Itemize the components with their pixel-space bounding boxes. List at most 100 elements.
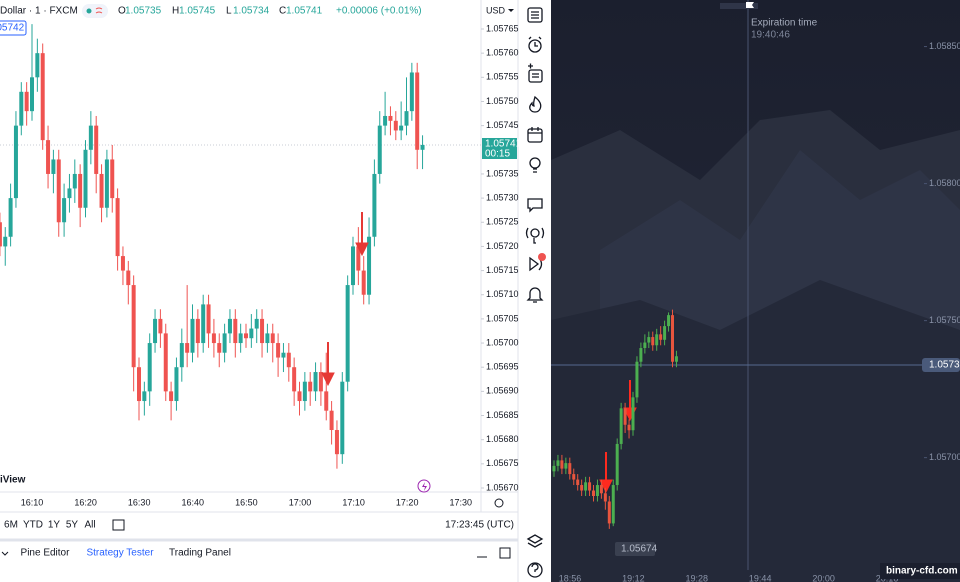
alarm-icon[interactable] <box>528 36 542 53</box>
candle-body <box>351 246 355 286</box>
candle-body <box>260 318 265 344</box>
currency: USD <box>486 5 506 15</box>
y-tick-label: 1.05750 <box>929 315 960 325</box>
x-tick-label: 17:20 <box>396 497 419 507</box>
candle-body <box>659 334 663 340</box>
collapse-icon[interactable] <box>1 551 9 556</box>
candle-body <box>99 173 104 208</box>
candle-body <box>324 391 329 411</box>
add-list-icon[interactable] <box>528 63 543 83</box>
candle-body <box>556 460 560 466</box>
broadcast-icon[interactable] <box>525 227 545 244</box>
y-tick-label: 1.05700 <box>486 337 519 347</box>
candle-body <box>635 361 639 398</box>
ohlc-label: H <box>172 6 179 17</box>
candle-body <box>270 333 275 344</box>
y-tick-label: 1.05705 <box>486 313 519 323</box>
range-button[interactable]: All <box>84 520 95 531</box>
x-tick-label: 19:28 <box>686 573 709 582</box>
chat-icon[interactable] <box>527 198 543 213</box>
candle-body <box>663 326 667 340</box>
range-button[interactable]: 1Y <box>48 520 61 531</box>
settings-icon[interactable] <box>494 498 504 508</box>
candle-body <box>35 53 40 78</box>
candle-body <box>137 367 141 402</box>
maximize-icon[interactable] <box>499 547 511 559</box>
candle-body <box>334 430 339 455</box>
date-range-icon[interactable] <box>112 519 125 531</box>
candle-body <box>126 270 131 286</box>
expiration-time: 19:40:46 <box>751 30 790 41</box>
min-price-box <box>615 542 655 556</box>
left-candles <box>0 24 425 469</box>
candle-body <box>377 125 382 174</box>
range-button[interactable]: 6M <box>4 520 18 531</box>
candle-body <box>674 356 678 362</box>
candle-body <box>227 318 232 334</box>
x-tick-label: 17:00 <box>289 497 312 507</box>
candle-body <box>249 328 254 339</box>
flash-bolt <box>422 482 427 491</box>
y-tick-label: 1.05685 <box>486 410 519 420</box>
notification-dot <box>538 253 546 261</box>
range-button[interactable]: 5Y <box>66 520 79 531</box>
candle-body <box>404 111 409 126</box>
layers-icon[interactable] <box>526 534 544 548</box>
y-tick-label: 1.05680 <box>486 434 519 444</box>
candle-body <box>244 333 248 339</box>
calendar-icon[interactable] <box>527 127 543 143</box>
candle-body <box>94 125 99 174</box>
status-pill <box>82 4 108 18</box>
candle-body <box>409 72 414 112</box>
flash-icon[interactable] <box>417 479 431 493</box>
candle-body <box>78 173 83 208</box>
currency-menu[interactable] <box>508 9 514 12</box>
current-price: 1.05737 <box>929 360 960 371</box>
fire-icon[interactable] <box>529 95 542 113</box>
candle-body <box>627 424 631 431</box>
candle-body <box>361 270 366 295</box>
candle-body <box>599 485 603 494</box>
range-button[interactable]: YTD <box>23 520 43 531</box>
candle-body <box>619 408 623 444</box>
ohlc-value: 1.05741 <box>286 6 323 17</box>
idea-icon[interactable] <box>529 157 541 173</box>
x-tick-label: 16:30 <box>128 497 151 507</box>
candle-body <box>163 333 168 392</box>
candle-body <box>615 443 619 486</box>
menu-icon[interactable] <box>527 7 543 23</box>
candle-body <box>560 460 564 469</box>
candle-body <box>647 337 651 343</box>
expiration-flag <box>746 2 754 8</box>
candle-body <box>265 333 270 344</box>
panel-tab[interactable]: Pine Editor <box>21 548 71 559</box>
candle-body <box>631 397 635 431</box>
candle-body <box>83 149 88 208</box>
candle-body <box>383 115 388 126</box>
y-tick-label: 1.05695 <box>486 362 519 372</box>
candle-body <box>131 285 136 368</box>
y-tick-label: 1.05720 <box>486 241 519 251</box>
candle-body <box>580 485 584 491</box>
ohlc-label: L <box>226 6 232 17</box>
candle-body <box>595 485 599 497</box>
candle-body <box>174 367 179 402</box>
candle-body <box>211 333 216 344</box>
candle-body <box>276 343 281 358</box>
candle-body <box>286 352 291 368</box>
panel-tab[interactable]: Strategy Tester <box>86 548 154 559</box>
candle-body <box>568 463 572 475</box>
signal-arrows <box>321 212 369 387</box>
help-icon[interactable] <box>527 562 543 578</box>
candle-body <box>115 198 120 257</box>
candle-body <box>420 144 425 150</box>
y-tick-label: 1.05710 <box>486 289 519 299</box>
ohlc-label: O <box>118 6 126 17</box>
top-label-box <box>0 20 27 36</box>
candle-body <box>655 334 659 346</box>
panel-tab[interactable]: Trading Panel <box>169 548 231 559</box>
candle-body <box>281 352 286 358</box>
candle-body <box>611 485 615 524</box>
bell-icon[interactable] <box>526 287 544 303</box>
candle-body <box>393 120 398 131</box>
